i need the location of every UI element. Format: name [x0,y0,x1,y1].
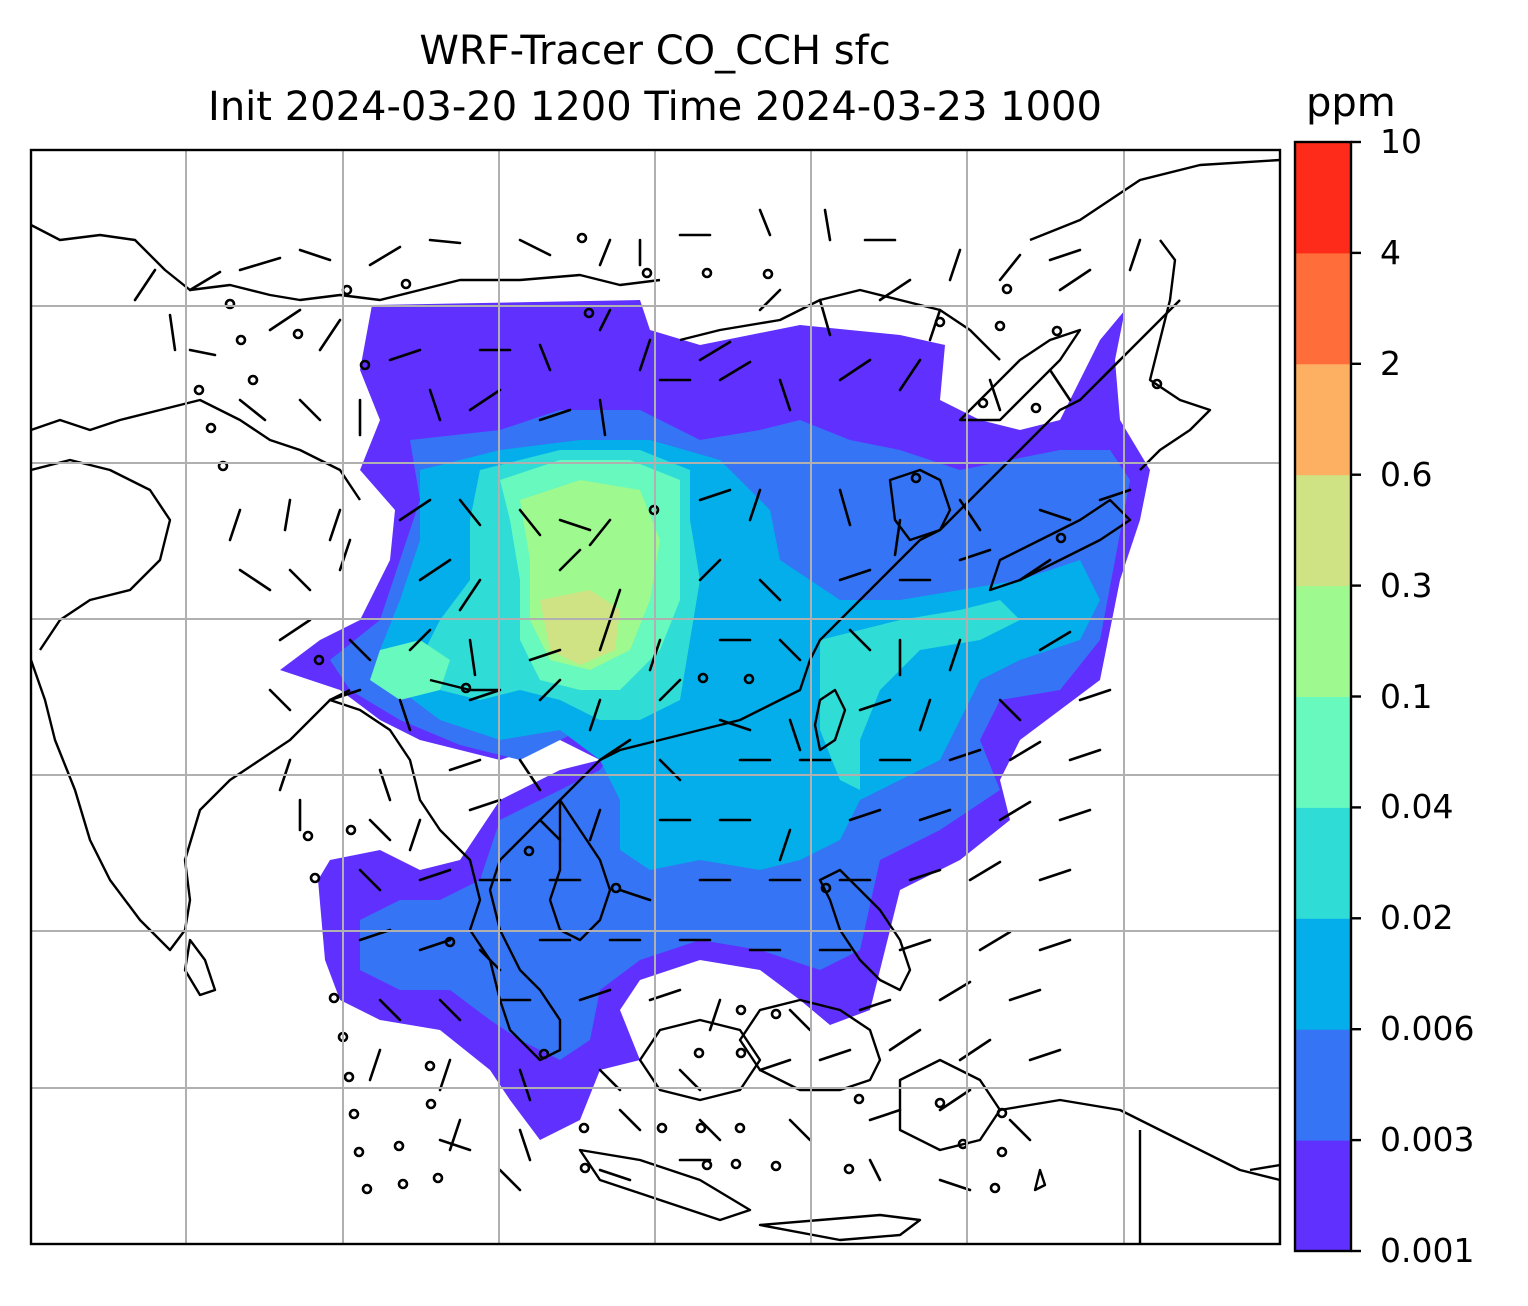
coastline-outline [31,158,1280,1244]
colorbar-tick-label: 0.001 [1380,1231,1475,1270]
colorbar-tick-label: 0.3 [1380,565,1433,605]
colorbar-segment [1295,474,1351,587]
colorbar-segment [1295,252,1351,365]
colorbar-tick-label: 4 [1380,232,1401,272]
calm-wind-circles [193,232,1163,1195]
map-title-line1: WRF-Tracer CO_CCH sfc [419,28,891,74]
colorbar-segment [1295,363,1351,476]
colorbar-frame [1293,140,1353,1253]
colorbar-segment [1295,1029,1351,1141]
colorbar-tick-label: 2 [1380,343,1401,383]
colorbar-tick-label: 0.04 [1380,787,1454,827]
colorbar [1295,140,1361,1253]
lat-lon-gridlines [31,150,1280,1244]
colorbar-segment [1295,696,1351,808]
colorbar-tick-label: 0.1 [1380,676,1433,716]
colorbar-tick-label: 0.6 [1380,454,1433,494]
wind-barbs [133,208,1142,1192]
colorbar-segment [1295,585,1351,697]
co-tracer-concentration-fill [280,300,1150,1140]
colorbar-tick-label: 0.003 [1380,1120,1475,1160]
colorbar-segment [1295,918,1351,1030]
map-frame [29,148,1282,1246]
colorbar-unit-label: ppm [1306,80,1396,126]
colorbar-segment [1295,1140,1351,1252]
colorbar-tick-label: 10 [1380,122,1422,161]
map-title-line2: Init 2024-03-20 1200 Time 2024-03-23 100… [208,84,1102,130]
colorbar-tick-label: 0.02 [1380,898,1454,938]
map-area [31,150,1280,1244]
colorbar-segment [1295,807,1351,919]
colorbar-segment [1295,142,1351,254]
colorbar-tick-label: 0.006 [1380,1009,1475,1049]
